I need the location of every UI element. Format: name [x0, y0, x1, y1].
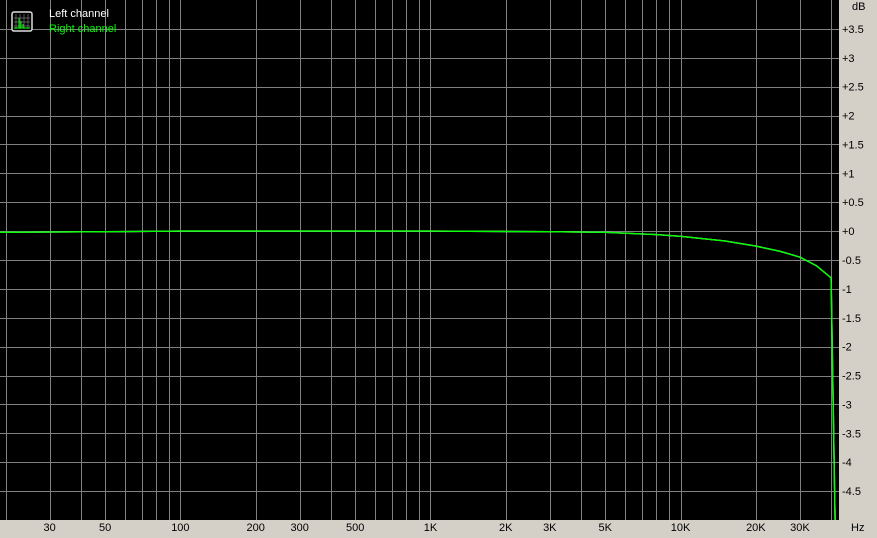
- y-tick-label: -1: [842, 284, 852, 296]
- y-tick-label: -2: [842, 342, 852, 354]
- y-tick-label: +1.5: [842, 139, 864, 151]
- y-tick-label: +0: [842, 226, 855, 238]
- x-tick-label: 20K: [746, 522, 766, 534]
- y-tick-label: -3: [842, 399, 852, 411]
- x-tick-label: 30K: [790, 522, 810, 534]
- legend-right-channel: Right channel: [49, 23, 116, 35]
- y-tick-label: +2: [842, 111, 855, 123]
- series-lines: [0, 230, 836, 521]
- y-tick-label: +0.5: [842, 197, 864, 209]
- legend: Left channel Right channel: [11, 8, 116, 35]
- y-tick-label: +3: [842, 53, 855, 65]
- y-tick-label: -4.5: [842, 486, 861, 498]
- x-tick-label: 1K: [424, 522, 438, 534]
- x-tick-label: 3K: [543, 522, 557, 534]
- x-axis-label: Hz: [851, 522, 864, 534]
- x-tick-label: 10K: [671, 522, 691, 534]
- x-tick-label: 100: [171, 522, 189, 534]
- y-tick-label: +2.5: [842, 82, 864, 94]
- y-tick-label: +1: [842, 168, 855, 180]
- grid: [0, 0, 839, 520]
- x-tick-label: 2K: [499, 522, 513, 534]
- x-tick-label: 30: [43, 522, 55, 534]
- x-axis: 30 50 100 200 300 500 1K 2K 3K 5K 10K 20K 30K: [43, 522, 810, 534]
- series-line-right: [0, 230, 836, 521]
- legend-left-channel: Left channel: [49, 8, 109, 20]
- y-tick-label: -1.5: [842, 313, 861, 325]
- y-tick-label: -4: [842, 457, 852, 469]
- x-tick-label: 50: [99, 522, 111, 534]
- spectrum-chart-icon: [11, 11, 33, 32]
- y-axis: +3.5 +3 +2.5 +2 +1.5 +1 +0.5 +0 -0.5 -1 -1.5 -2 -2.5…: [842, 24, 864, 498]
- y-tick-label: -3.5: [842, 428, 861, 440]
- y-tick-label: +3.5: [842, 24, 864, 36]
- x-tick-label: 500: [346, 522, 364, 534]
- x-tick-label: 5K: [599, 522, 613, 534]
- x-tick-label: 300: [291, 522, 309, 534]
- y-axis-label: dB: [852, 1, 865, 13]
- y-tick-label: -0.5: [842, 255, 861, 267]
- x-tick-label: 200: [246, 522, 264, 534]
- y-tick-label: -2.5: [842, 371, 861, 383]
